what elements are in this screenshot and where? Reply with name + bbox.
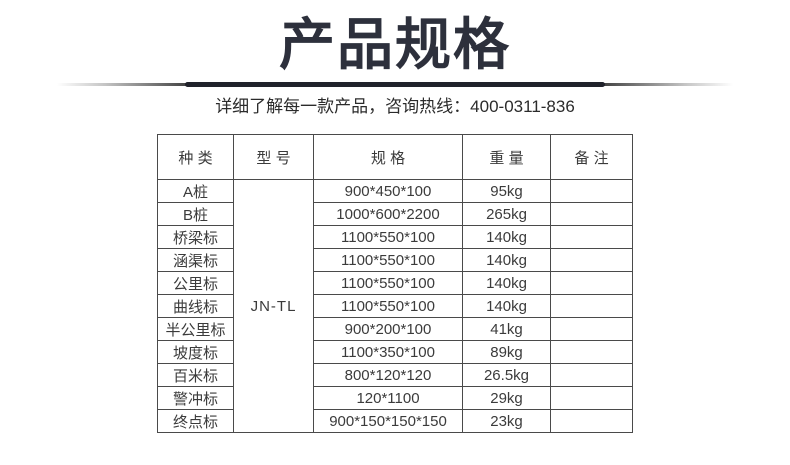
note-cell xyxy=(550,386,633,410)
note-cell xyxy=(550,179,633,203)
title-divider xyxy=(57,83,733,86)
col-header-weight: 重 量 xyxy=(462,134,551,180)
note-cell xyxy=(550,202,633,226)
note-cell xyxy=(550,340,633,364)
note-cell xyxy=(550,317,633,341)
spec-cell: 800*120*120 xyxy=(313,363,463,387)
col-header-type: 种 类 xyxy=(157,134,234,180)
weight-cell: 29kg xyxy=(462,386,551,410)
table-row: 警冲标 120*1100 29kg xyxy=(157,386,633,410)
col-header-spec: 规 格 xyxy=(313,134,463,180)
type-cell: 终点标 xyxy=(157,409,234,433)
weight-cell: 140kg xyxy=(462,271,551,295)
type-cell: 坡度标 xyxy=(157,340,234,364)
spec-cell: 900*150*150*150 xyxy=(313,409,463,433)
page-title: 产品规格 xyxy=(279,13,511,76)
weight-cell: 140kg xyxy=(462,225,551,249)
type-cell: 桥梁标 xyxy=(157,225,234,249)
type-cell: 涵渠标 xyxy=(157,248,234,272)
table-row: 公里标 1100*550*100 140kg xyxy=(157,271,633,295)
note-cell xyxy=(550,363,633,387)
spec-cell: 1100*550*100 xyxy=(313,225,463,249)
table-body: A桩 JN-TL 900*450*100 95kg B桩 1000*600*22… xyxy=(157,179,633,433)
spec-cell: 1100*550*100 xyxy=(313,294,463,318)
table-row: 百米标 800*120*120 26.5kg xyxy=(157,363,633,387)
spec-cell: 900*200*100 xyxy=(313,317,463,341)
table-row: 终点标 900*150*150*150 23kg xyxy=(157,409,633,433)
weight-cell: 140kg xyxy=(462,248,551,272)
note-cell xyxy=(550,225,633,249)
note-cell xyxy=(550,271,633,295)
spec-cell: 1000*600*2200 xyxy=(313,202,463,226)
table-row: 曲线标 1100*550*100 140kg xyxy=(157,294,633,318)
table-row: A桩 JN-TL 900*450*100 95kg xyxy=(157,179,633,433)
table-row: 坡度标 1100*350*100 89kg xyxy=(157,340,633,364)
col-header-model: 型 号 xyxy=(233,134,314,180)
spec-cell: 900*450*100 xyxy=(313,179,463,203)
type-cell: 半公里标 xyxy=(157,317,234,341)
table-row: 桥梁标 1100*550*100 140kg xyxy=(157,225,633,249)
spec-table: 种 类 型 号 规 格 重 量 备 注 A桩 JN-TL 900*450*100… xyxy=(157,134,633,433)
weight-cell: 23kg xyxy=(462,409,551,433)
spec-cell: 1100*550*100 xyxy=(313,248,463,272)
type-cell: 曲线标 xyxy=(157,294,234,318)
col-header-note: 备 注 xyxy=(550,134,633,180)
type-cell: B桩 xyxy=(157,202,234,226)
table-row: 半公里标 900*200*100 41kg xyxy=(157,317,633,341)
weight-cell: 265kg xyxy=(462,202,551,226)
weight-cell: 41kg xyxy=(462,317,551,341)
model-cell: JN-TL xyxy=(233,179,314,433)
weight-cell: 89kg xyxy=(462,340,551,364)
note-cell xyxy=(550,294,633,318)
weight-cell: 26.5kg xyxy=(462,363,551,387)
weight-cell: 140kg xyxy=(462,294,551,318)
note-cell xyxy=(550,248,633,272)
table-header: 种 类 型 号 规 格 重 量 备 注 xyxy=(157,134,633,180)
type-cell: 百米标 xyxy=(157,363,234,387)
header-row: 种 类 型 号 规 格 重 量 备 注 xyxy=(157,134,633,180)
spec-cell: 1100*350*100 xyxy=(313,340,463,364)
table-row: B桩 1000*600*2200 265kg xyxy=(157,202,633,226)
subtitle: 详细了解每一款产品，咨询热线：400-0311-836 xyxy=(215,97,575,116)
weight-cell: 95kg xyxy=(462,179,551,203)
spec-cell: 120*1100 xyxy=(313,386,463,410)
note-cell xyxy=(550,409,633,433)
type-cell: 公里标 xyxy=(157,271,234,295)
spec-cell: 1100*550*100 xyxy=(313,271,463,295)
table-row: 涵渠标 1100*550*100 140kg xyxy=(157,248,633,272)
type-cell: A桩 xyxy=(157,179,234,203)
type-cell: 警冲标 xyxy=(157,386,234,410)
